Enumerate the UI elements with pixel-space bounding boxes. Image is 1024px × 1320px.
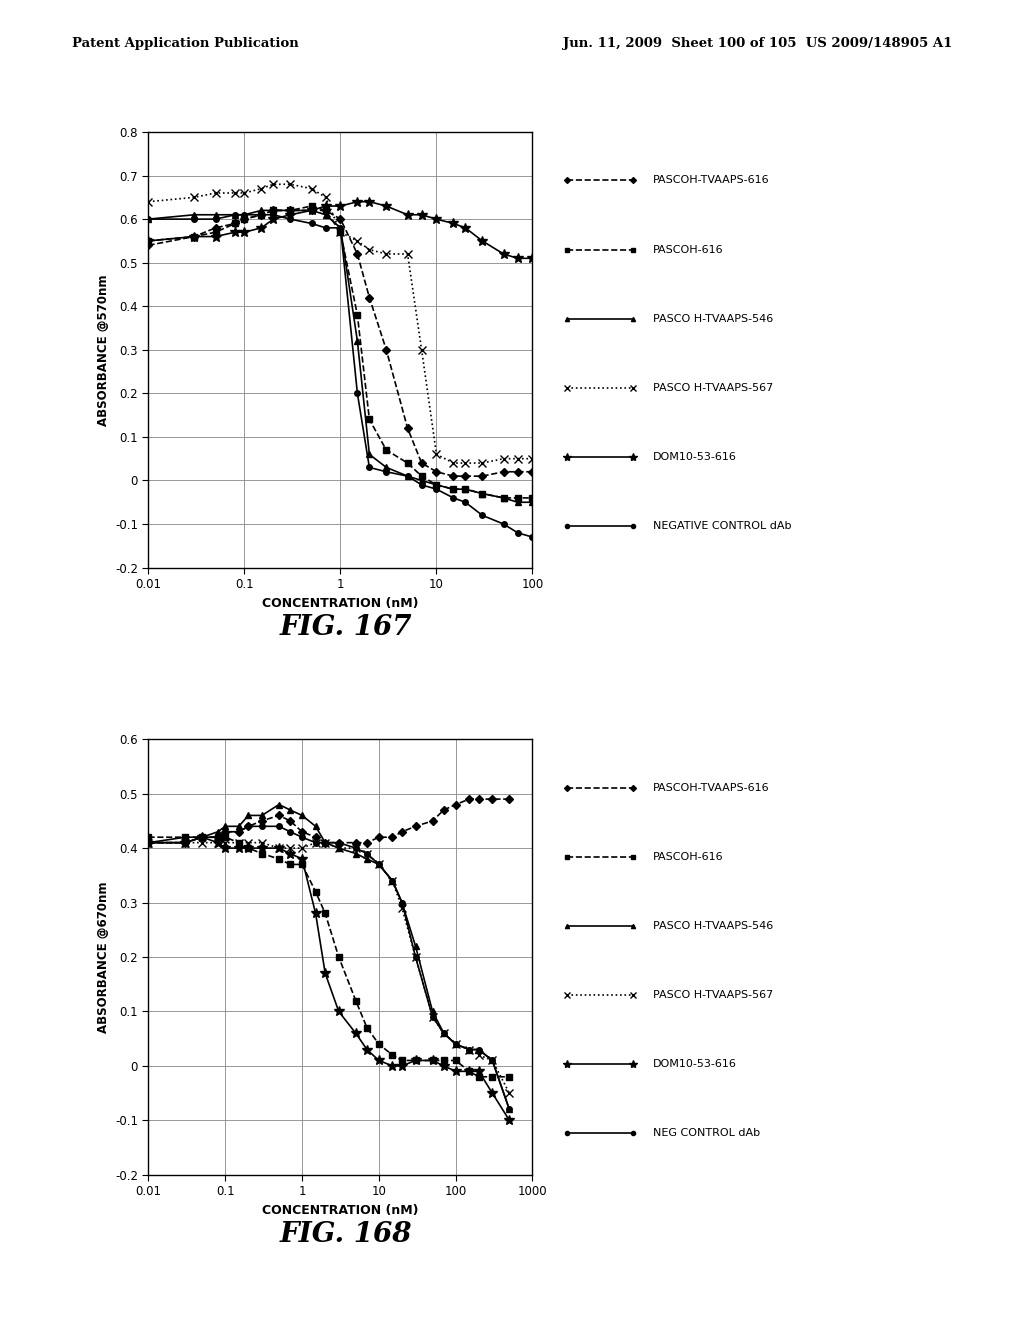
Text: NEG CONTROL dAb: NEG CONTROL dAb <box>653 1129 760 1138</box>
Y-axis label: ABSORBANCE @570nm: ABSORBANCE @570nm <box>96 275 110 425</box>
Text: PASCO H-TVAAPS-546: PASCO H-TVAAPS-546 <box>653 314 773 323</box>
X-axis label: CONCENTRATION (nM): CONCENTRATION (nM) <box>262 1204 419 1217</box>
Text: PASCOH-616: PASCOH-616 <box>653 851 724 862</box>
Y-axis label: ABSORBANCE @670nm: ABSORBANCE @670nm <box>96 882 110 1032</box>
Text: FIG. 168: FIG. 168 <box>280 1221 412 1247</box>
Text: PASCOH-TVAAPS-616: PASCOH-TVAAPS-616 <box>653 176 769 185</box>
Text: PASCOH-616: PASCOH-616 <box>653 244 724 255</box>
Text: DOM10-53-616: DOM10-53-616 <box>653 451 737 462</box>
Text: PASCO H-TVAAPS-567: PASCO H-TVAAPS-567 <box>653 383 773 393</box>
Text: PASCO H-TVAAPS-567: PASCO H-TVAAPS-567 <box>653 990 773 1001</box>
Text: Jun. 11, 2009  Sheet 100 of 105  US 2009/148905 A1: Jun. 11, 2009 Sheet 100 of 105 US 2009/1… <box>563 37 952 50</box>
Text: PASCOH-TVAAPS-616: PASCOH-TVAAPS-616 <box>653 783 769 792</box>
Text: PASCO H-TVAAPS-546: PASCO H-TVAAPS-546 <box>653 921 773 931</box>
X-axis label: CONCENTRATION (nM): CONCENTRATION (nM) <box>262 597 419 610</box>
Text: NEGATIVE CONTROL dAb: NEGATIVE CONTROL dAb <box>653 521 792 531</box>
Text: FIG. 167: FIG. 167 <box>280 614 412 640</box>
Text: DOM10-53-616: DOM10-53-616 <box>653 1059 737 1069</box>
Text: Patent Application Publication: Patent Application Publication <box>72 37 298 50</box>
